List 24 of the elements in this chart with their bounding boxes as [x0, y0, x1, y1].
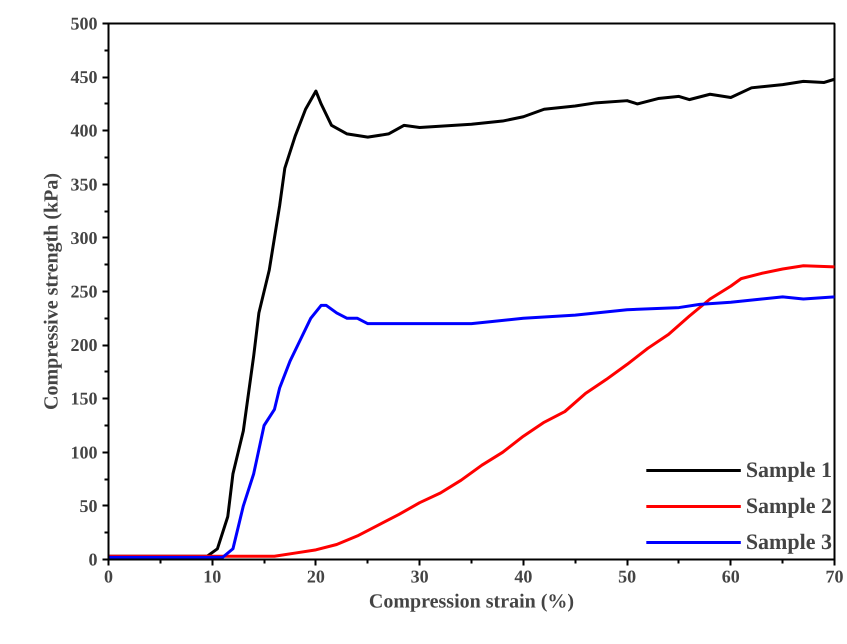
y-tick-label: 50 [80, 496, 98, 516]
x-tick-label: 70 [826, 566, 844, 586]
y-tick-label: 500 [70, 14, 98, 34]
x-tick-label: 0 [104, 566, 113, 586]
y-tick-label: 150 [70, 388, 98, 409]
y-tick-label: 250 [70, 282, 98, 302]
x-tick-label: 30 [410, 566, 429, 586]
legend-label: Sample 3 [746, 529, 832, 555]
y-tick-label: 350 [70, 174, 98, 194]
y-tick-label: 200 [70, 335, 98, 356]
x-tick-label: 10 [203, 566, 222, 586]
y-tick-label: 100 [70, 442, 98, 462]
x-axis-title: Compression strain (%) [368, 590, 574, 612]
y-tick-label: 450 [70, 67, 98, 88]
y-tick-label: 400 [70, 120, 98, 141]
y-tick-label: 0 [88, 550, 98, 570]
legend-label: Sample 1 [746, 457, 832, 483]
x-tick-label: 50 [618, 566, 636, 586]
x-tick-label: 20 [306, 566, 325, 586]
legend-label: Sample 2 [746, 493, 832, 519]
x-tick-label: 40 [514, 566, 532, 586]
y-axis-title: Compressive strength (kPa) [40, 172, 62, 410]
y-tick-label: 300 [70, 228, 98, 248]
x-tick-label: 60 [722, 566, 740, 586]
